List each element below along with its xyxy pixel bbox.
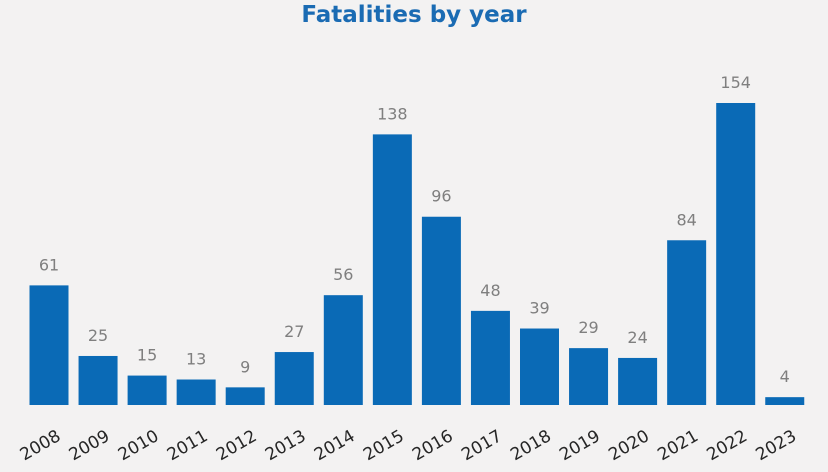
x-tick-label-2019: 2019 (556, 426, 603, 465)
data-label-2011: 13 (186, 350, 206, 369)
data-label-2014: 56 (333, 265, 353, 284)
data-label-2019: 29 (578, 318, 598, 337)
x-tick-label-2011: 2011 (164, 426, 211, 465)
x-tick-label-2015: 2015 (360, 426, 407, 465)
bar-2016 (421, 216, 461, 405)
bar-2010 (127, 375, 167, 405)
data-label-2010: 15 (137, 346, 157, 365)
x-tick-label-2013: 2013 (262, 426, 309, 465)
bar-2014 (323, 295, 363, 405)
x-tick-label-2012: 2012 (213, 426, 260, 465)
data-label-2017: 48 (480, 281, 500, 300)
data-label-2009: 25 (88, 326, 108, 345)
bar-2011 (176, 379, 216, 405)
bar-2019 (569, 348, 609, 405)
x-tick-label-2014: 2014 (311, 426, 358, 465)
x-tick-label-2022: 2022 (703, 426, 750, 465)
x-tick-label-2021: 2021 (654, 426, 701, 465)
bar-2020 (618, 357, 658, 405)
bar-2012 (225, 387, 265, 405)
bar-2015 (372, 134, 412, 405)
chart-title: Fatalities by year (301, 2, 527, 28)
data-label-2021: 84 (676, 210, 696, 229)
bar-2022 (716, 103, 756, 405)
bar-2023 (765, 397, 805, 405)
data-label-2023: 4 (780, 367, 790, 386)
x-tick-label-2008: 2008 (17, 426, 64, 465)
x-tick-label-2020: 2020 (605, 426, 652, 465)
bar-2018 (520, 328, 559, 405)
bar-2009 (78, 355, 118, 405)
bar-2008 (29, 285, 69, 405)
data-label-2016: 96 (431, 187, 451, 206)
data-label-2020: 24 (627, 328, 647, 347)
data-label-2022: 154 (720, 73, 751, 92)
x-tick-label-2017: 2017 (458, 426, 505, 465)
x-tick-label-2023: 2023 (753, 426, 800, 465)
x-tick-label-2016: 2016 (409, 426, 456, 465)
data-label-2012: 9 (240, 357, 250, 376)
data-label-2015: 138 (377, 104, 408, 123)
bar-2021 (667, 240, 707, 405)
bar-2013 (274, 352, 314, 405)
x-tick-label-2018: 2018 (507, 426, 554, 465)
data-label-2018: 39 (529, 299, 549, 318)
bar-2017 (470, 310, 510, 405)
x-tick-label-2009: 2009 (66, 426, 113, 465)
data-label-2008: 61 (39, 255, 59, 274)
data-label-2013: 27 (284, 322, 304, 341)
x-tick-label-2010: 2010 (115, 426, 162, 465)
